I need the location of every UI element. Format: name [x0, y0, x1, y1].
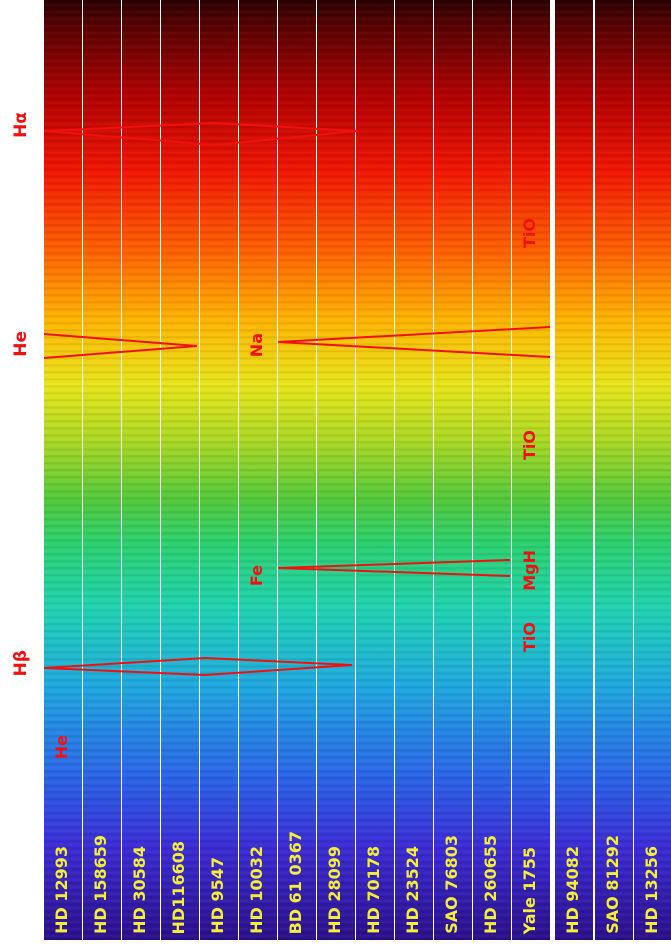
star-label: Yale 1755	[520, 846, 539, 934]
star-label: BD 61 0367	[286, 830, 305, 934]
he-lower-label: He	[52, 735, 71, 760]
star-label: HD 28099	[325, 846, 344, 934]
star-label: HD116608	[169, 840, 188, 934]
mgh-label: MgH	[520, 550, 539, 591]
fe-label: Fe	[247, 565, 266, 587]
star-label: HD 30584	[130, 846, 149, 934]
tio-label-2: TiO	[520, 430, 539, 460]
spectrum-strip	[434, 0, 472, 940]
spectrum-strip	[512, 0, 550, 940]
spectrum-strip	[200, 0, 238, 940]
star-label: SAO 76803	[442, 835, 461, 934]
he-upper-label: He	[11, 331, 31, 357]
spectrum-strip	[356, 0, 394, 940]
tio-label-1: TiO	[520, 218, 539, 248]
spectrum-strip	[239, 0, 277, 940]
star-label: HD 94082	[563, 846, 582, 934]
spectrum-strip	[44, 0, 82, 940]
spectrum-strip	[473, 0, 511, 940]
h-beta-label: Hβ	[11, 650, 31, 677]
spectrum-strip	[317, 0, 355, 940]
star-label: SAO 81292	[603, 835, 622, 934]
star-label: HD 158659	[91, 834, 110, 934]
star-label: HD 70178	[364, 846, 383, 934]
star-label: HD 23524	[403, 846, 422, 934]
star-label: HD 260655	[481, 834, 500, 934]
spectrum-strip	[395, 0, 433, 940]
spectrum-strip	[555, 0, 593, 940]
star-label: HD 13256	[642, 846, 661, 934]
star-label: HD 10032	[247, 846, 266, 934]
h-alpha-label: Hα	[11, 112, 31, 138]
na-label: Na	[247, 333, 266, 358]
spectrum-strip	[122, 0, 160, 940]
spectrum-strip	[161, 0, 199, 940]
tio-label-3: TiO	[520, 622, 539, 652]
spectrum-strip	[278, 0, 316, 940]
spectrum-strip	[634, 0, 671, 940]
spectrum-strip	[595, 0, 633, 940]
star-label: HD 12993	[52, 846, 71, 934]
spectrum-strip	[83, 0, 121, 940]
star-label: HD 9547	[208, 857, 227, 934]
